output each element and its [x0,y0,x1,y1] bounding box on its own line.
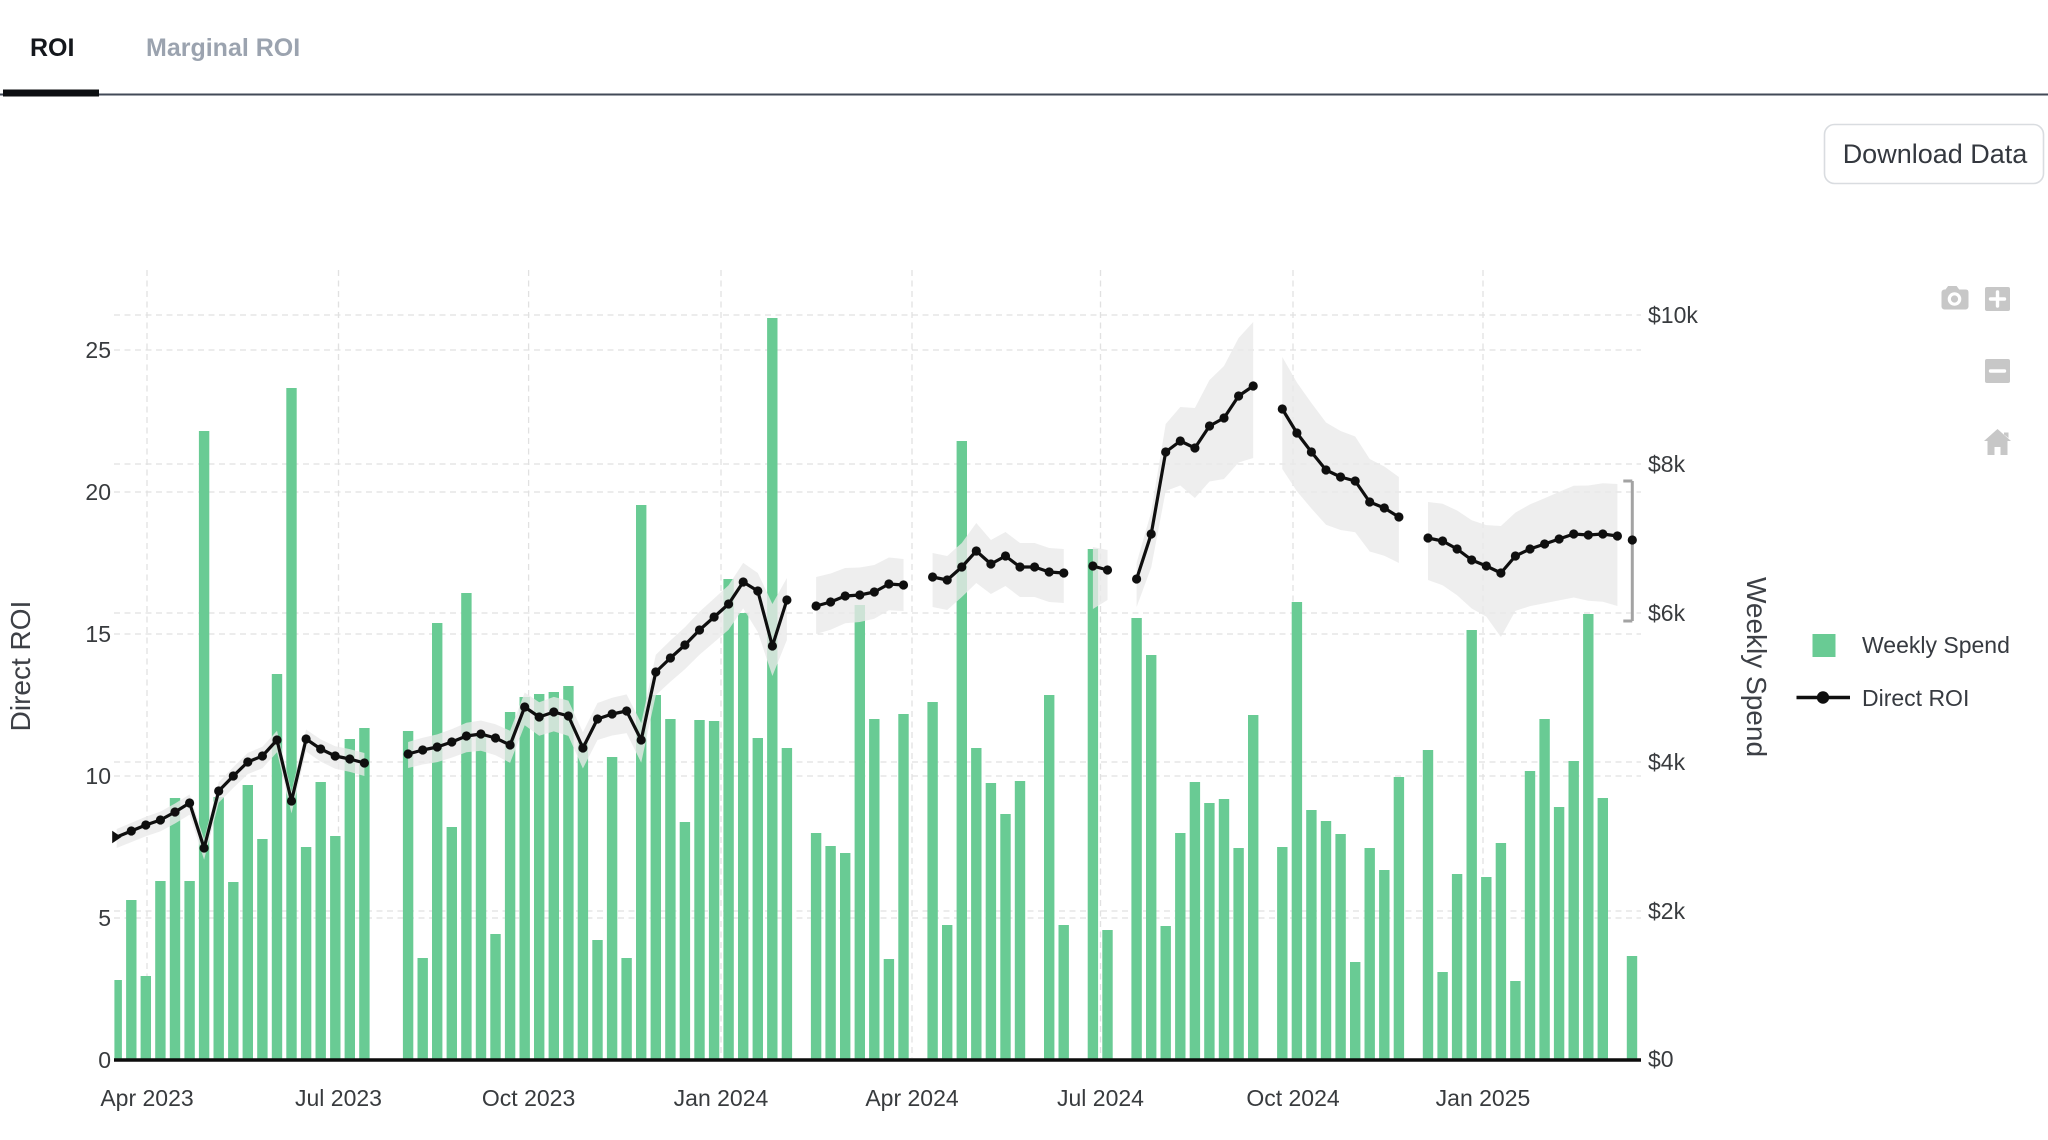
svg-text:Marginal ROI: Marginal ROI [146,34,300,62]
svg-text:25: 25 [85,337,111,363]
svg-text:$8k: $8k [1648,451,1686,477]
svg-text:5: 5 [98,905,111,931]
svg-text:$2k: $2k [1648,898,1686,924]
svg-text:$4k: $4k [1648,749,1686,775]
svg-text:Direct ROI: Direct ROI [5,601,36,732]
svg-text:Weekly Spend: Weekly Spend [1862,632,2010,658]
svg-text:Jan 2024: Jan 2024 [674,1085,769,1111]
svg-text:Jul 2024: Jul 2024 [1057,1085,1144,1111]
svg-text:Direct ROI: Direct ROI [1862,685,1969,711]
svg-text:ROI: ROI [30,34,74,62]
svg-text:Apr 2024: Apr 2024 [865,1085,959,1111]
svg-text:Weekly Spend: Weekly Spend [1741,577,1772,757]
svg-text:$0: $0 [1648,1046,1674,1072]
svg-text:Jan 2025: Jan 2025 [1436,1085,1531,1111]
svg-text:Oct 2023: Oct 2023 [482,1085,575,1111]
svg-text:Jul 2023: Jul 2023 [295,1085,382,1111]
svg-text:Oct 2024: Oct 2024 [1246,1085,1340,1111]
svg-text:20: 20 [85,479,111,505]
svg-text:Download Data: Download Data [1843,139,2029,169]
svg-text:10: 10 [85,763,111,789]
svg-text:0: 0 [98,1047,111,1073]
svg-text:$10k: $10k [1648,302,1698,328]
svg-text:$6k: $6k [1648,600,1686,626]
svg-text:15: 15 [85,621,111,647]
svg-text:Apr 2023: Apr 2023 [100,1085,193,1111]
